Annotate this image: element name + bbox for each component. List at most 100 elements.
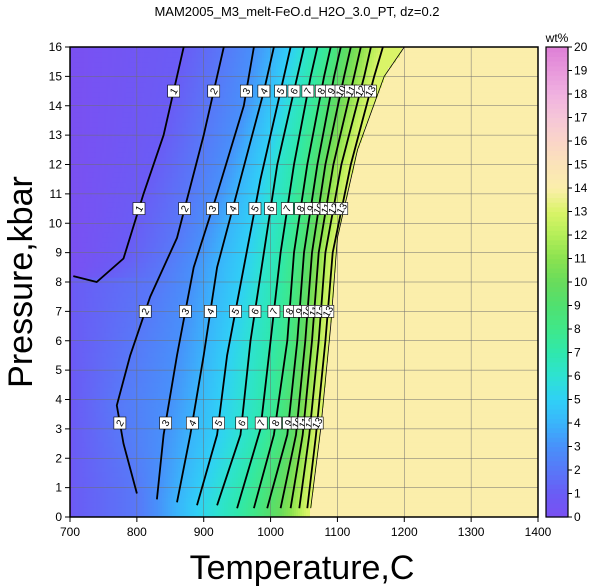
field-cell [306, 492, 309, 498]
field-cell [522, 502, 525, 508]
field-cell [406, 502, 409, 508]
field-cell [536, 442, 538, 448]
field-cell [232, 492, 235, 498]
field-cell [466, 452, 469, 458]
field-cell [446, 467, 449, 473]
field-cell [492, 442, 495, 448]
field-cell [498, 452, 501, 458]
field-cell [452, 497, 455, 503]
field-cell [464, 432, 467, 438]
field-cell [498, 472, 501, 478]
field-cell [162, 502, 165, 508]
field-cell [224, 447, 227, 453]
field-cell [334, 477, 337, 483]
field-cell [114, 442, 117, 448]
field-cell [438, 472, 441, 478]
field-cell [176, 472, 179, 478]
field-cell [102, 502, 105, 508]
field-cell [476, 477, 479, 483]
field-cell [414, 432, 417, 438]
field-cell [226, 482, 229, 488]
field-cell [272, 492, 275, 498]
field-cell [494, 447, 497, 453]
field-cell [78, 512, 81, 517]
field-cell [146, 427, 149, 433]
field-cell [140, 487, 143, 493]
field-cell [398, 437, 401, 443]
field-cell [474, 462, 477, 468]
field-cell [220, 442, 223, 448]
field-cell [316, 462, 319, 468]
field-cell [140, 422, 143, 428]
field-cell [202, 432, 205, 438]
field-cell [370, 487, 373, 493]
field-cell [176, 422, 179, 428]
field-cell [488, 477, 491, 483]
field-cell [234, 502, 237, 508]
field-cell [302, 497, 305, 503]
field-cell [196, 467, 199, 473]
field-cell [210, 447, 213, 453]
field-cell [206, 482, 209, 488]
field-cell [348, 432, 351, 438]
field-cell [124, 452, 127, 458]
field-cell [328, 472, 331, 478]
field-cell [440, 497, 443, 503]
field-cell [170, 502, 173, 508]
field-cell [128, 512, 131, 517]
field-cell [228, 442, 231, 448]
field-cell [382, 427, 385, 433]
field-cell [108, 492, 111, 498]
field-cell [508, 472, 511, 478]
field-cell [392, 437, 395, 443]
field-cell [122, 502, 125, 508]
field-cell [240, 502, 243, 508]
field-cell [206, 427, 209, 433]
field-cell [132, 512, 135, 517]
field-cell [444, 492, 447, 498]
field-cell [310, 462, 313, 468]
field-cell [202, 502, 205, 508]
field-cell [100, 437, 103, 443]
field-cell [230, 497, 233, 503]
field-cell [76, 497, 79, 503]
field-cell [476, 472, 479, 478]
field-cell [88, 492, 91, 498]
field-cell [132, 442, 135, 448]
field-cell [96, 452, 99, 458]
field-cell [392, 462, 395, 468]
field-cell [190, 487, 193, 493]
field-cell [288, 427, 291, 433]
field-cell [502, 502, 505, 508]
field-cell [376, 437, 379, 443]
field-cell [182, 492, 185, 498]
field-cell [376, 472, 379, 478]
field-cell [408, 442, 411, 448]
field-cell [450, 467, 453, 473]
field-cell [354, 482, 357, 488]
field-cell [84, 507, 87, 513]
field-cell [348, 487, 351, 493]
field-cell [476, 442, 479, 448]
field-cell [146, 442, 149, 448]
field-cell [410, 492, 413, 498]
field-cell [134, 492, 137, 498]
field-cell [198, 452, 201, 458]
field-cell [478, 442, 481, 448]
field-cell [404, 487, 407, 493]
field-cell [508, 507, 511, 513]
field-cell [264, 472, 267, 478]
field-cell [378, 482, 381, 488]
field-cell [300, 467, 303, 473]
field-cell [130, 492, 133, 498]
field-cell [192, 497, 195, 503]
field-cell [184, 507, 187, 513]
field-cell [114, 452, 117, 458]
field-cell [170, 477, 173, 483]
field-cell [516, 442, 519, 448]
field-cell [326, 472, 329, 478]
field-cell [374, 497, 377, 503]
field-cell [436, 427, 439, 433]
field-cell [106, 467, 109, 473]
field-cell [94, 492, 97, 498]
